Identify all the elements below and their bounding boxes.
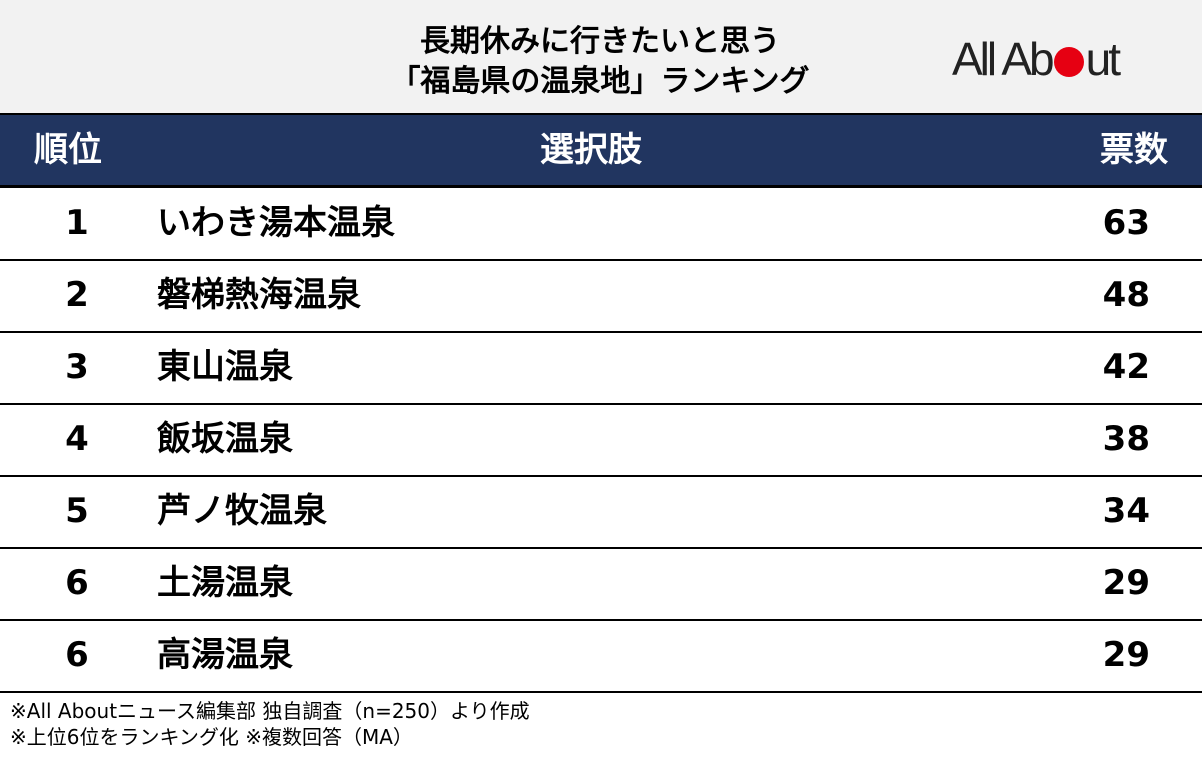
cell-rank: 5 <box>65 491 89 531</box>
all-about-logo: All Ab ut <box>952 33 1121 85</box>
table-row: 6 高湯温泉 29 <box>0 620 1202 693</box>
title-area: 長期休みに行きたいと思う 「福島県の温泉地」ランキング All Ab ut <box>0 0 1202 113</box>
header-choice: 選択肢 <box>540 130 642 170</box>
cell-name: 飯坂温泉 <box>157 419 293 459</box>
cell-name: 高湯温泉 <box>157 635 293 675</box>
footnote-1: ※All Aboutニュース編集部 独自調査（n=250）より作成 <box>10 699 530 723</box>
title-line-1: 長期休みに行きたいと思う <box>420 24 780 59</box>
cell-rank: 6 <box>65 635 89 675</box>
footnote-2: ※上位6位をランキング化 ※複数回答（MA） <box>10 725 413 749</box>
cell-votes: 38 <box>1102 419 1150 459</box>
cell-votes: 42 <box>1102 347 1150 387</box>
cell-votes: 29 <box>1102 635 1150 675</box>
cell-name: 土湯温泉 <box>157 563 293 603</box>
cell-votes: 34 <box>1102 491 1150 531</box>
cell-rank: 6 <box>65 563 89 603</box>
cell-votes: 48 <box>1102 275 1150 315</box>
cell-rank: 3 <box>65 347 89 387</box>
table-row: 4 飯坂温泉 38 <box>0 404 1202 477</box>
table-header: 順位 選択肢 票数 <box>0 113 1202 188</box>
logo-dot-icon <box>1053 47 1084 77</box>
cell-name: 芦ノ牧温泉 <box>157 491 327 531</box>
cell-name: いわき湯本温泉 <box>157 203 395 243</box>
table-row: 3 東山温泉 42 <box>0 332 1202 405</box>
header-rank: 順位 <box>34 130 102 170</box>
cell-name: 磐梯熱海温泉 <box>157 275 361 315</box>
table-row: 1 いわき湯本温泉 63 <box>0 188 1202 261</box>
cell-name: 東山温泉 <box>157 347 293 387</box>
title-line-2: 「福島県の温泉地」ランキング <box>390 64 810 99</box>
cell-rank: 1 <box>65 203 89 243</box>
table-row: 2 磐梯熱海温泉 48 <box>0 260 1202 333</box>
table-row: 5 芦ノ牧温泉 34 <box>0 476 1202 549</box>
cell-votes: 29 <box>1102 563 1150 603</box>
cell-rank: 4 <box>65 419 89 459</box>
table-row: 6 土湯温泉 29 <box>0 548 1202 621</box>
cell-rank: 2 <box>65 275 89 315</box>
header-votes: 票数 <box>1100 130 1168 170</box>
cell-votes: 63 <box>1102 203 1150 243</box>
